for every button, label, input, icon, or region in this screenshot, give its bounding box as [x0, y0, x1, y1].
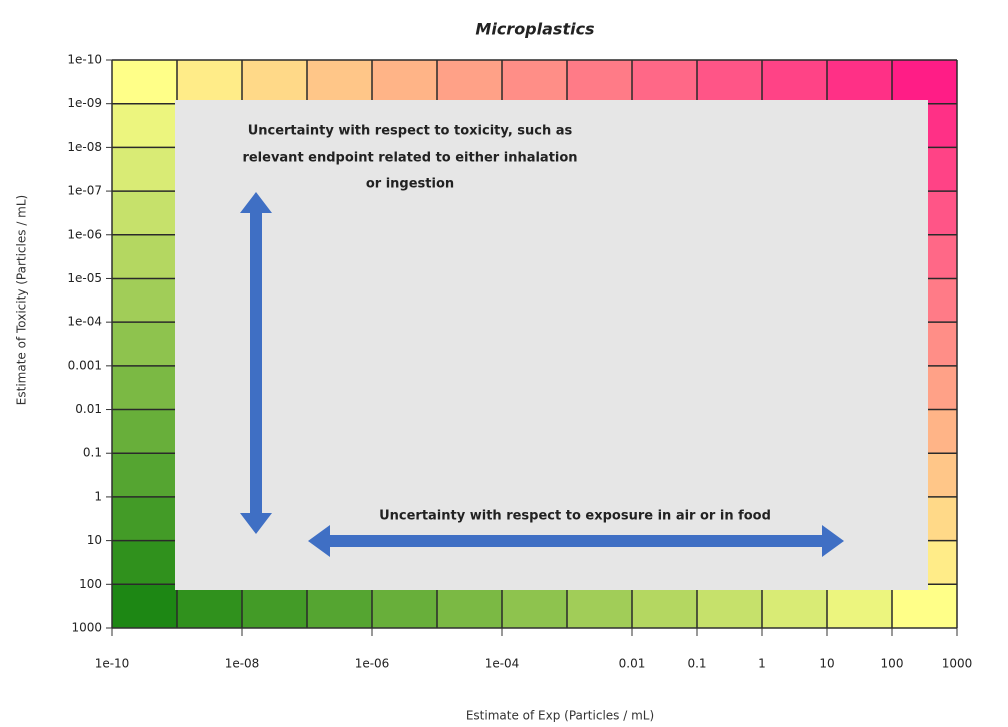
matrix-cell [827, 60, 893, 105]
y-tick-label: 0.1 [83, 446, 102, 460]
matrix-cell [892, 584, 958, 629]
matrix-cell [567, 584, 633, 629]
matrix-cell [112, 496, 178, 542]
x-tick-label: 0.01 [619, 657, 646, 671]
y-tick-label: 1e-04 [67, 315, 102, 329]
x-tick-label: 100 [881, 657, 904, 671]
x-tick-label: 1e-04 [485, 657, 520, 671]
matrix-cell [112, 278, 178, 323]
matrix-cell [242, 584, 308, 629]
x-tick-label: 1e-06 [355, 657, 390, 671]
y-tick-label: 1 [94, 489, 102, 503]
matrix-cell [307, 584, 373, 629]
y-axis-title: Estimate of Toxicity (Particles / mL) [15, 195, 29, 405]
y-tick-label: 0.01 [75, 402, 102, 416]
y-tick-label: 1e-06 [67, 227, 102, 241]
x-tick-label: 10 [819, 657, 834, 671]
matrix-cell [112, 234, 178, 279]
matrix-cell [697, 60, 763, 105]
matrix-cell [632, 584, 698, 629]
y-tick-label: 1e-08 [67, 140, 102, 154]
matrix-cell [112, 584, 178, 629]
x-tick-label: 1e-10 [95, 657, 130, 671]
annotation: Uncertainty with respect to exposure in … [379, 509, 771, 524]
matrix-cell [112, 409, 178, 454]
matrix-cell [307, 60, 373, 105]
y-tick-label: 10 [87, 533, 102, 547]
matrix-cell [112, 103, 178, 148]
matrix-cell [632, 60, 698, 105]
y-tick-label: 1e-09 [67, 96, 102, 110]
matrix-cell [112, 540, 178, 585]
y-tick-label: 0.001 [68, 358, 102, 372]
y-tick-label: 1e-07 [67, 184, 102, 198]
overlay-panel [175, 100, 928, 590]
matrix-cell [112, 322, 178, 367]
vertical-arrow [240, 192, 272, 534]
matrix-cell [112, 147, 178, 192]
matrix-cell [112, 453, 178, 498]
matrix-cell [437, 60, 503, 105]
horizontal-arrow [308, 525, 844, 557]
annotation: Uncertainty with respect to toxicity, su… [248, 124, 573, 139]
matrix-cell [892, 60, 958, 105]
x-tick-label: 1000 [942, 657, 973, 671]
matrix-cell [502, 60, 568, 105]
matrix-cell [762, 60, 828, 105]
annotation: or ingestion [366, 177, 454, 192]
matrix-cell [372, 60, 438, 105]
matrix-cell [112, 191, 178, 236]
x-axis-title: Estimate of Exp (Particles / mL) [466, 709, 654, 723]
matrix-cell [697, 584, 763, 629]
matrix-cell [762, 584, 828, 629]
matrix-cell [242, 60, 308, 105]
y-tick-label: 1e-10 [67, 53, 102, 67]
matrix-cell [177, 60, 243, 105]
y-tick-label: 100 [79, 577, 102, 591]
matrix-cell [437, 584, 503, 629]
chart-title: Microplastics [475, 20, 594, 39]
annotation: relevant endpoint related to either inha… [242, 151, 577, 166]
matrix-cell [177, 584, 243, 629]
matrix-cell [567, 60, 633, 105]
matrix-cell [502, 584, 568, 629]
matrix-cell [112, 60, 178, 105]
y-tick-label: 1e-05 [67, 271, 102, 285]
x-tick-label: 1 [758, 657, 766, 671]
x-tick-label: 1e-08 [225, 657, 260, 671]
y-tick-label: 1000 [71, 621, 102, 635]
matrix-cell [112, 365, 178, 411]
matrix-cell [827, 584, 893, 629]
x-tick-label: 0.1 [687, 657, 706, 671]
matrix-cell [372, 584, 438, 629]
